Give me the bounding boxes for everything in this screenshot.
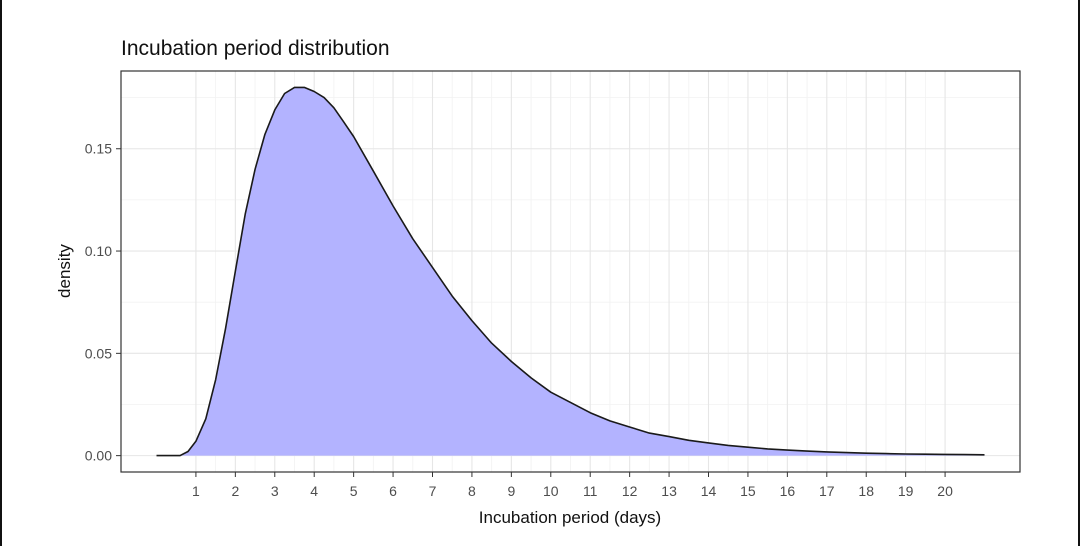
x-tick-label: 10: [543, 483, 559, 499]
x-tick-label: 7: [429, 483, 437, 499]
y-tick-label: 0.00: [85, 448, 112, 464]
x-tick-label: 1: [192, 483, 200, 499]
right-edge-line: [1078, 0, 1080, 546]
x-tick-label: 19: [898, 483, 914, 499]
x-tick-label: 15: [740, 483, 756, 499]
x-tick-label: 4: [310, 483, 318, 499]
x-axis-ticks: 1 2 3 4 5 6 7 8 9 10 11 12 13 14 15 16 17 18 19 20: [192, 472, 953, 499]
x-tick-label: 20: [937, 483, 953, 499]
x-tick-label: 12: [622, 483, 638, 499]
plot-panel-border: [120, 70, 1021, 473]
x-tick-label: 9: [507, 483, 515, 499]
x-tick-label: 14: [701, 483, 717, 499]
x-tick-label: 13: [661, 483, 677, 499]
x-tick-label: 11: [583, 483, 598, 499]
density-area-layer: [156, 86, 985, 457]
x-tick-label: 3: [271, 483, 279, 499]
y-axis-ticks: 0.00 0.05 0.10 0.15: [85, 141, 121, 464]
x-tick-label: 2: [231, 483, 239, 499]
x-tick-label: 17: [819, 483, 835, 499]
y-tick-label: 0.15: [85, 141, 112, 157]
x-tick-label: 5: [350, 483, 358, 499]
x-tick-label: 8: [468, 483, 476, 499]
x-tick-label: 6: [389, 483, 397, 499]
chart-title: Incubation period distribution: [121, 37, 390, 60]
left-edge-line: [0, 0, 2, 546]
x-axis-title: Incubation period (days): [479, 508, 661, 527]
x-tick-label: 18: [858, 483, 874, 499]
x-tick-label: 16: [780, 483, 796, 499]
density-curve-line: [156, 86, 985, 457]
density-area-fill: [156, 87, 985, 456]
y-tick-label: 0.05: [85, 345, 112, 361]
y-tick-label: 0.10: [85, 243, 112, 259]
y-axis-title: density: [55, 244, 74, 298]
